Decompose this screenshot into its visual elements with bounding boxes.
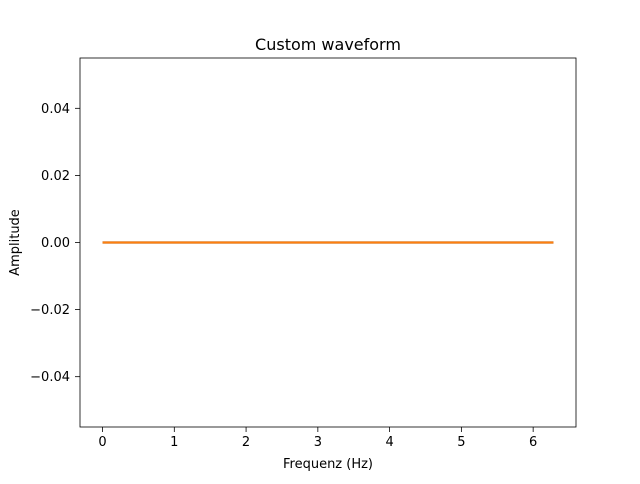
x-axis-label: Frequenz (Hz): [283, 457, 373, 472]
y-tick-label: 0.04: [41, 102, 70, 117]
y-axis-label: Amplitude: [8, 209, 23, 276]
x-tick-label: 4: [385, 435, 393, 450]
y-tick-label: −0.02: [30, 303, 70, 318]
chart-title: Custom waveform: [255, 35, 401, 54]
x-tick-label: 0: [98, 435, 106, 450]
x-tick-label: 2: [242, 435, 250, 450]
y-tick-label: 0.02: [41, 169, 70, 184]
y-tick-label: −0.04: [30, 370, 70, 385]
x-tick-label: 5: [457, 435, 465, 450]
x-tick-label: 6: [529, 435, 537, 450]
y-tick-label: 0.00: [41, 236, 70, 251]
x-tick-label: 1: [170, 435, 178, 450]
x-tick-label: 3: [314, 435, 322, 450]
